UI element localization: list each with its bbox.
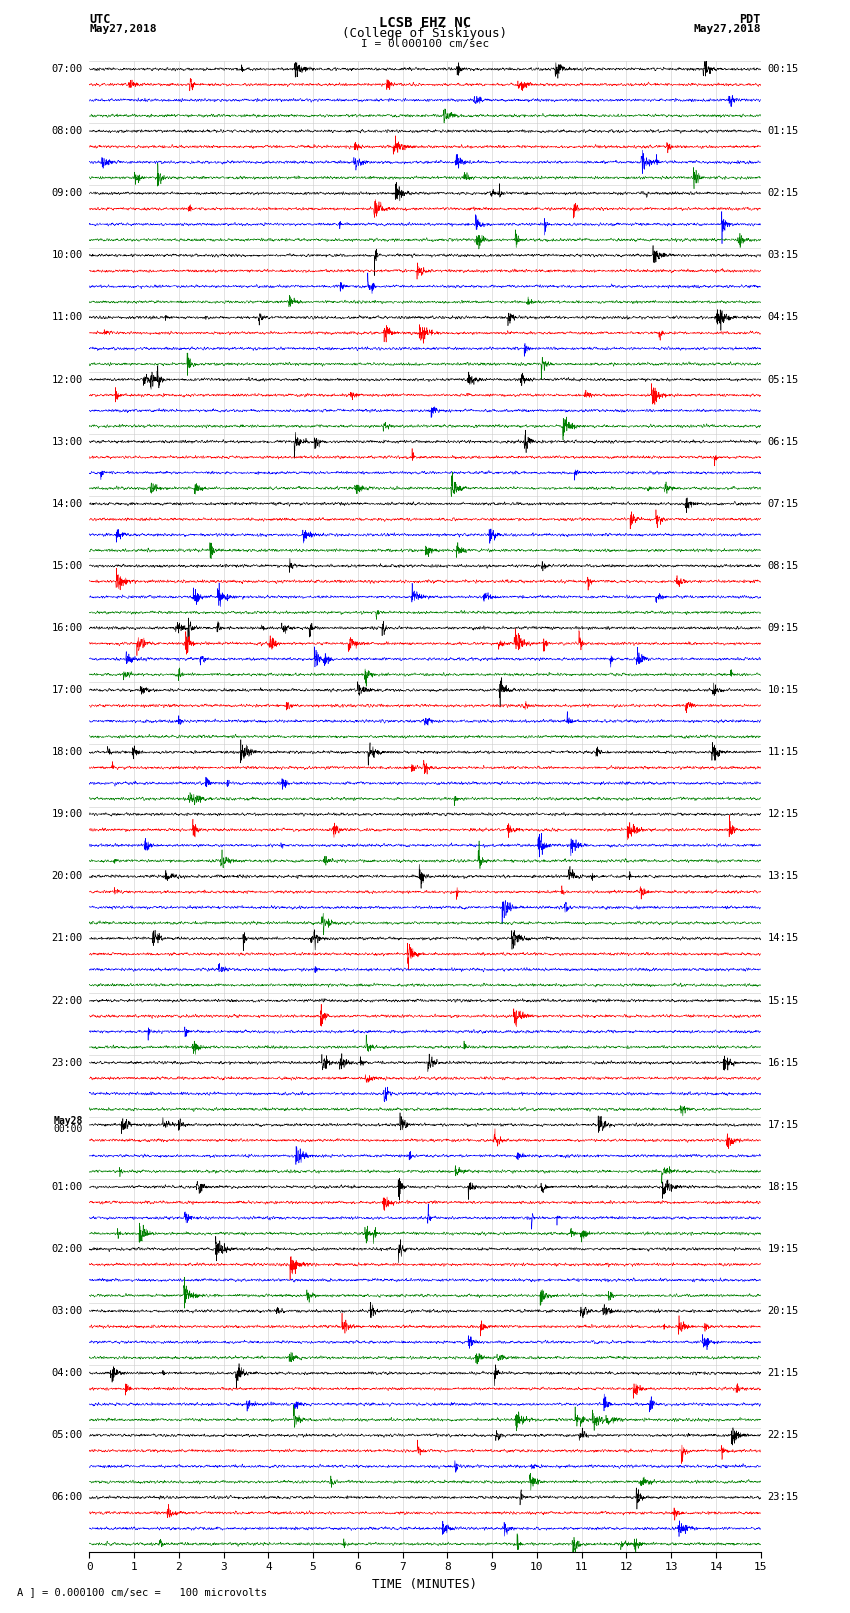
Text: 03:00: 03:00 [51,1307,82,1316]
Text: 17:00: 17:00 [51,686,82,695]
Text: 14:00: 14:00 [51,498,82,508]
Text: 08:15: 08:15 [768,561,799,571]
Text: 03:15: 03:15 [768,250,799,260]
Text: 02:00: 02:00 [51,1244,82,1253]
Text: 05:00: 05:00 [51,1431,82,1440]
Text: 01:00: 01:00 [51,1182,82,1192]
X-axis label: TIME (MINUTES): TIME (MINUTES) [372,1578,478,1590]
Text: 06:00: 06:00 [51,1492,82,1502]
Text: 11:15: 11:15 [768,747,799,756]
Text: |: | [394,32,400,45]
Text: 20:15: 20:15 [768,1307,799,1316]
Text: 22:15: 22:15 [768,1431,799,1440]
Text: 14:15: 14:15 [768,934,799,944]
Text: UTC: UTC [89,13,110,26]
Text: 11:00: 11:00 [51,313,82,323]
Text: 19:15: 19:15 [768,1244,799,1253]
Text: 07:00: 07:00 [51,65,82,74]
Text: 20:00: 20:00 [51,871,82,881]
Text: 13:15: 13:15 [768,871,799,881]
Text: 12:00: 12:00 [51,374,82,384]
Text: 22:00: 22:00 [51,995,82,1005]
Text: 09:15: 09:15 [768,623,799,632]
Text: 05:15: 05:15 [768,374,799,384]
Text: 02:15: 02:15 [768,189,799,198]
Text: 23:15: 23:15 [768,1492,799,1502]
Text: 12:15: 12:15 [768,810,799,819]
Text: 19:00: 19:00 [51,810,82,819]
Text: 09:00: 09:00 [51,189,82,198]
Text: 15:00: 15:00 [51,561,82,571]
Text: PDT: PDT [740,13,761,26]
Text: LCSB EHZ NC: LCSB EHZ NC [379,16,471,31]
Text: 01:15: 01:15 [768,126,799,135]
Text: 17:15: 17:15 [768,1119,799,1129]
Text: 06:15: 06:15 [768,437,799,447]
Text: 15:15: 15:15 [768,995,799,1005]
Text: 16:15: 16:15 [768,1058,799,1068]
Text: 16:00: 16:00 [51,623,82,632]
Text: May27,2018: May27,2018 [694,24,761,34]
Text: 00:15: 00:15 [768,65,799,74]
Text: 07:15: 07:15 [768,498,799,508]
Text: 04:15: 04:15 [768,313,799,323]
Text: 04:00: 04:00 [51,1368,82,1378]
Text: 13:00: 13:00 [51,437,82,447]
Text: 18:00: 18:00 [51,747,82,756]
Text: (College of Siskiyous): (College of Siskiyous) [343,27,507,40]
Text: 10:00: 10:00 [51,250,82,260]
Text: May27,2018: May27,2018 [89,24,156,34]
Text: 08:00: 08:00 [51,126,82,135]
Text: I = 0.000100 cm/sec: I = 0.000100 cm/sec [361,39,489,48]
Text: A ] = 0.000100 cm/sec =   100 microvolts: A ] = 0.000100 cm/sec = 100 microvolts [17,1587,267,1597]
Text: May28: May28 [54,1116,82,1126]
Text: 00:00: 00:00 [54,1124,82,1134]
Text: 18:15: 18:15 [768,1182,799,1192]
Text: 23:00: 23:00 [51,1058,82,1068]
Text: 21:15: 21:15 [768,1368,799,1378]
Text: 21:00: 21:00 [51,934,82,944]
Text: 10:15: 10:15 [768,686,799,695]
